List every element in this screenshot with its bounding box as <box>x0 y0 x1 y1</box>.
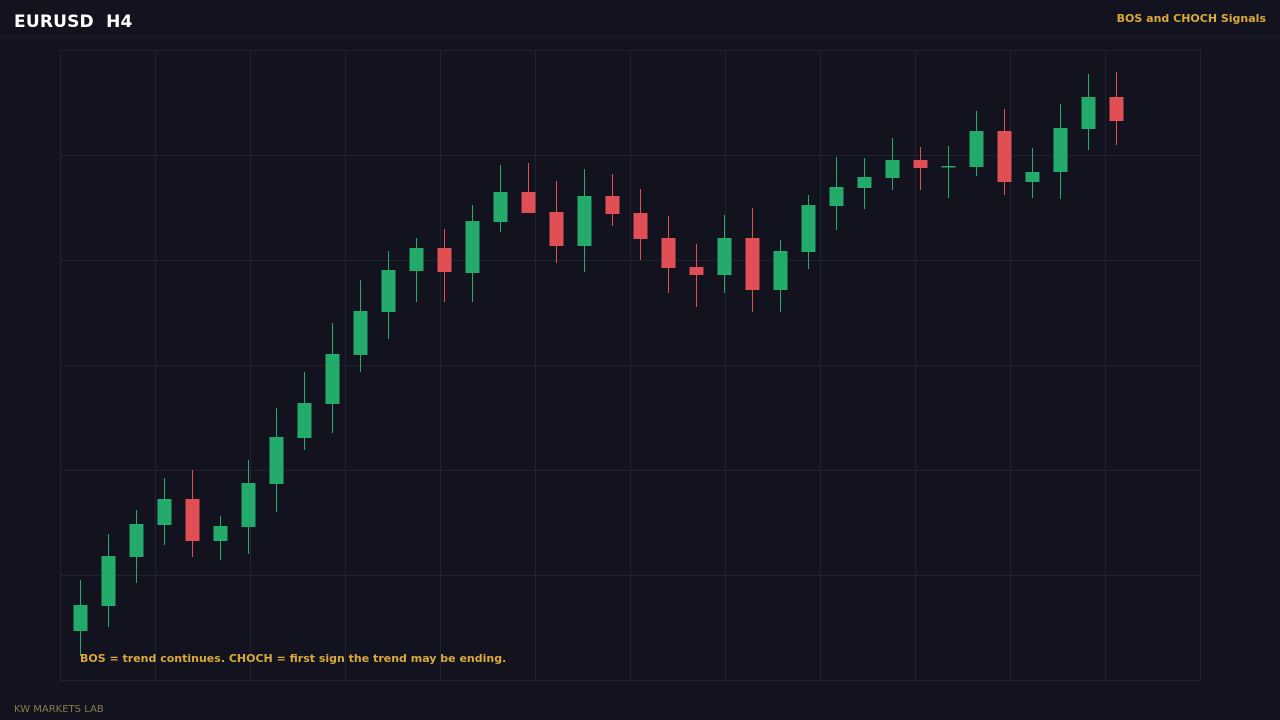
candle-bullish <box>73 580 88 656</box>
candle-body <box>437 248 452 272</box>
candle-body <box>353 311 368 355</box>
candle-body <box>633 213 648 239</box>
candle-bearish <box>1109 72 1124 145</box>
candle-bullish <box>1025 148 1040 198</box>
candle-bullish <box>829 157 844 230</box>
candle-bullish <box>381 251 396 339</box>
candle-bearish <box>521 163 536 213</box>
candle-bullish <box>297 372 312 450</box>
candle-body <box>997 131 1012 182</box>
candle-body <box>1025 172 1040 182</box>
candle-bearish <box>633 189 648 260</box>
candle-bullish <box>941 146 956 198</box>
candle-bullish <box>353 280 368 372</box>
candle-bullish <box>577 169 592 272</box>
candle-bearish <box>661 216 676 293</box>
signals-badge: BOS and CHOCH Signals <box>1116 12 1266 25</box>
candle-body <box>969 131 984 167</box>
candle-bullish <box>157 478 172 545</box>
candle-bearish <box>913 147 928 190</box>
candle-body <box>241 483 256 527</box>
candle-bullish <box>325 323 340 433</box>
candle-bullish <box>493 165 508 232</box>
candle-bullish <box>241 460 256 554</box>
candle-bullish <box>269 408 284 512</box>
legend-note: BOS = trend continues. CHOCH = first sig… <box>80 652 507 665</box>
candle-body <box>689 267 704 275</box>
header-divider <box>0 36 1280 37</box>
candle-body <box>325 354 340 404</box>
candle-body <box>129 524 144 557</box>
candle-bullish <box>885 138 900 190</box>
candle-bullish <box>801 195 816 269</box>
candle-body <box>409 248 424 271</box>
candle-bullish <box>213 516 228 560</box>
candle-bullish <box>409 238 424 302</box>
brand-label: KW MARKETS LAB <box>14 704 104 715</box>
candle-bearish <box>549 181 564 263</box>
candle-bearish <box>605 174 620 226</box>
candle-bullish <box>129 510 144 583</box>
candle-body <box>829 187 844 206</box>
candles-layer <box>73 72 1124 656</box>
candle-body <box>465 221 480 273</box>
candle-body <box>941 166 956 168</box>
candle-body <box>101 556 116 606</box>
candle-body <box>213 526 228 541</box>
candle-bearish <box>185 470 200 557</box>
symbol-title: EURUSD H4 <box>14 12 133 32</box>
candle-bearish <box>997 109 1012 195</box>
candle-body <box>913 160 928 168</box>
candle-bearish <box>745 208 760 312</box>
candle-body <box>185 499 200 541</box>
candle-body <box>885 160 900 178</box>
candle-body <box>605 196 620 214</box>
candle-body <box>1053 128 1068 172</box>
candle-bearish <box>437 229 452 302</box>
candle-bearish <box>689 244 704 307</box>
candle-body <box>157 499 172 525</box>
candle-bullish <box>773 240 788 312</box>
candle-bullish <box>465 205 480 302</box>
candle-body <box>857 177 872 188</box>
candle-body <box>521 192 536 213</box>
candle-body <box>801 205 816 252</box>
candle-body <box>577 196 592 246</box>
candle-body <box>493 192 508 222</box>
candle-body <box>745 238 760 290</box>
candle-body <box>773 251 788 290</box>
candle-body <box>1109 97 1124 121</box>
candle-bullish <box>969 111 984 176</box>
candle-body <box>717 238 732 275</box>
candle-body <box>1081 97 1096 129</box>
candle-bullish <box>1081 74 1096 150</box>
candle-body <box>381 270 396 312</box>
candle-bullish <box>1053 104 1068 199</box>
candle-body <box>549 212 564 246</box>
chart-grid <box>60 50 1201 681</box>
candle-body <box>297 403 312 438</box>
candle-body <box>269 437 284 484</box>
candle-body <box>661 238 676 268</box>
candle-bullish <box>857 158 872 209</box>
candle-bullish <box>717 215 732 293</box>
candle-bullish <box>101 534 116 627</box>
candle-body <box>73 605 88 631</box>
